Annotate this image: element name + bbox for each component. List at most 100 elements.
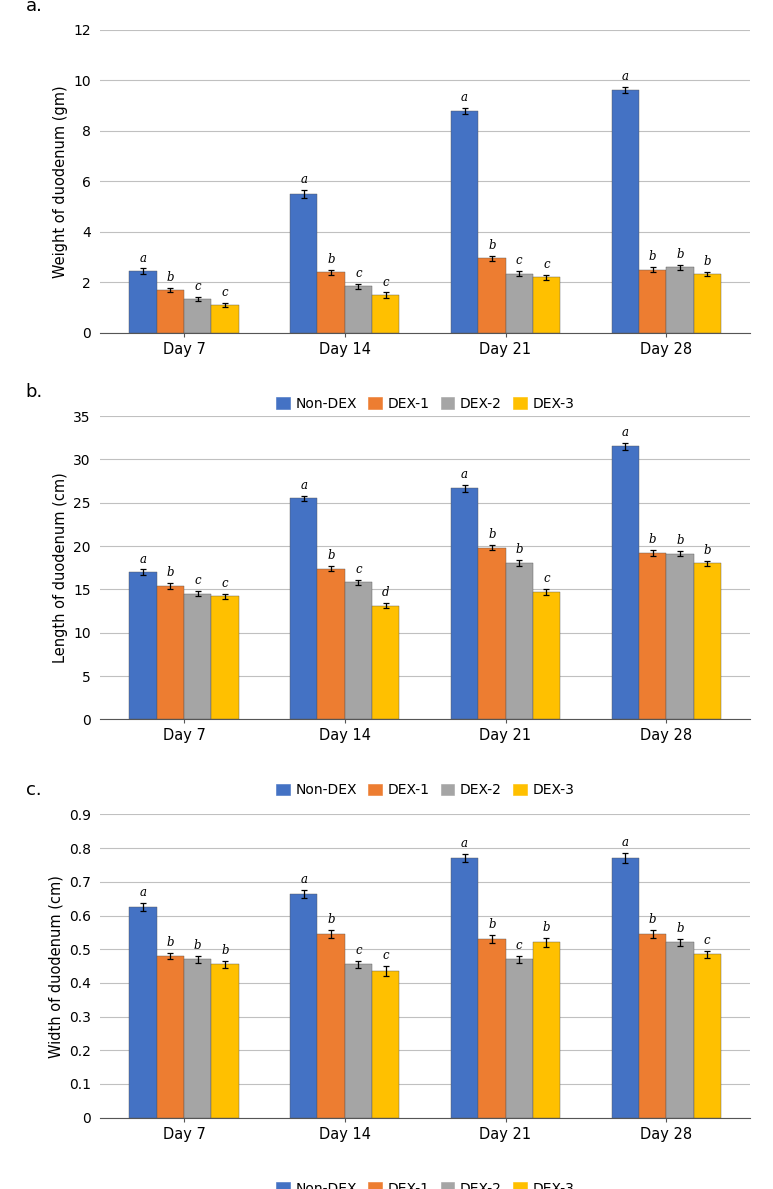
- Text: c.: c.: [26, 781, 42, 799]
- Text: b: b: [703, 543, 711, 556]
- Text: a: a: [300, 873, 308, 886]
- Text: a: a: [140, 553, 147, 566]
- Bar: [478, 939, 506, 1118]
- Bar: [639, 935, 666, 1118]
- Text: b.: b.: [26, 383, 43, 401]
- Text: a: a: [300, 479, 308, 492]
- Bar: [290, 498, 318, 719]
- Text: a: a: [461, 467, 468, 480]
- Text: b: b: [516, 542, 523, 555]
- Bar: [372, 295, 400, 333]
- Text: b: b: [328, 253, 335, 266]
- Bar: [533, 277, 560, 333]
- Text: c: c: [222, 577, 228, 590]
- Text: c: c: [516, 939, 523, 952]
- Bar: [157, 586, 184, 719]
- Bar: [290, 894, 318, 1118]
- Text: c: c: [355, 562, 362, 575]
- Bar: [533, 592, 560, 719]
- Text: c: c: [543, 258, 550, 271]
- Bar: [611, 446, 639, 719]
- Bar: [129, 572, 157, 719]
- Text: a: a: [621, 70, 628, 83]
- Bar: [639, 270, 666, 333]
- Bar: [693, 564, 721, 719]
- Bar: [211, 597, 239, 719]
- Text: c: c: [355, 266, 362, 279]
- Bar: [611, 90, 639, 333]
- Text: b: b: [703, 254, 711, 268]
- Bar: [506, 960, 533, 1118]
- Text: d: d: [382, 586, 390, 599]
- Y-axis label: Length of duodenum (cm): Length of duodenum (cm): [53, 472, 67, 663]
- Bar: [157, 956, 184, 1118]
- Text: b: b: [328, 913, 335, 926]
- Text: b: b: [194, 939, 202, 952]
- Bar: [451, 487, 478, 719]
- Bar: [533, 943, 560, 1118]
- Text: b: b: [649, 913, 656, 926]
- Text: c: c: [195, 279, 201, 292]
- Text: b: b: [676, 923, 683, 936]
- Bar: [666, 268, 693, 333]
- Bar: [345, 287, 372, 333]
- Text: b: b: [676, 534, 683, 547]
- Text: a: a: [140, 886, 147, 899]
- Bar: [478, 548, 506, 719]
- Text: a: a: [140, 252, 147, 264]
- Bar: [506, 562, 533, 719]
- Text: c: c: [543, 572, 550, 585]
- Text: b: b: [543, 921, 550, 935]
- Bar: [318, 272, 345, 333]
- Bar: [318, 935, 345, 1118]
- Bar: [211, 306, 239, 333]
- Text: b: b: [167, 566, 174, 579]
- Bar: [157, 290, 184, 333]
- Bar: [666, 943, 693, 1118]
- Bar: [211, 964, 239, 1118]
- Text: c: c: [383, 276, 389, 289]
- Bar: [129, 907, 157, 1118]
- Text: b: b: [488, 239, 495, 252]
- Legend: Non-DEX, DEX-1, DEX-2, DEX-3: Non-DEX, DEX-1, DEX-2, DEX-3: [271, 391, 580, 416]
- Bar: [372, 971, 400, 1118]
- Bar: [611, 858, 639, 1118]
- Bar: [693, 955, 721, 1118]
- Text: a: a: [461, 90, 468, 103]
- Text: a: a: [461, 837, 468, 850]
- Text: a: a: [300, 174, 308, 187]
- Text: b: b: [488, 918, 495, 931]
- Bar: [451, 858, 478, 1118]
- Bar: [290, 194, 318, 333]
- Bar: [451, 111, 478, 333]
- Text: b: b: [649, 251, 656, 263]
- Text: a.: a.: [26, 0, 43, 14]
- Text: b: b: [488, 528, 495, 541]
- Text: c: c: [355, 944, 362, 957]
- Bar: [345, 583, 372, 719]
- Bar: [129, 271, 157, 333]
- Bar: [184, 298, 211, 333]
- Text: b: b: [649, 534, 656, 547]
- Bar: [506, 273, 533, 333]
- Text: b: b: [221, 944, 229, 957]
- Text: c: c: [516, 254, 523, 268]
- Text: a: a: [621, 836, 628, 849]
- Text: c: c: [704, 935, 710, 946]
- Legend: Non-DEX, DEX-1, DEX-2, DEX-3: Non-DEX, DEX-1, DEX-2, DEX-3: [271, 1176, 580, 1189]
- Y-axis label: Weight of duodenum (gm): Weight of duodenum (gm): [53, 84, 67, 278]
- Text: c: c: [222, 287, 228, 300]
- Text: b: b: [167, 936, 174, 949]
- Bar: [318, 568, 345, 719]
- Bar: [666, 554, 693, 719]
- Bar: [184, 960, 211, 1118]
- Y-axis label: Width of duodenum (cm): Width of duodenum (cm): [48, 875, 63, 1057]
- Text: b: b: [676, 247, 683, 260]
- Text: b: b: [328, 549, 335, 562]
- Bar: [372, 606, 400, 719]
- Text: b: b: [167, 271, 174, 284]
- Bar: [478, 258, 506, 333]
- Legend: Non-DEX, DEX-1, DEX-2, DEX-3: Non-DEX, DEX-1, DEX-2, DEX-3: [271, 778, 580, 803]
- Bar: [639, 553, 666, 719]
- Text: a: a: [621, 427, 628, 440]
